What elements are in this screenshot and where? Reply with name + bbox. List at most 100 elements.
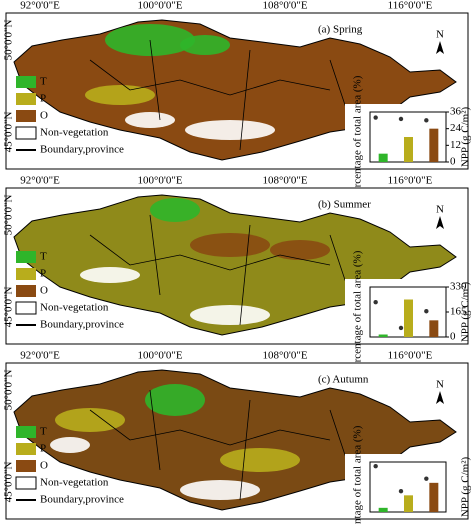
npp-dot xyxy=(424,309,429,314)
legend-label: Boundary,province xyxy=(40,144,124,156)
panel: 92°0'0"E 100°0'0"E 108°0'0"E 116°0'0"E 50°0'… xyxy=(3,0,472,198)
inset-y2-tick-label: 0 xyxy=(450,331,456,343)
area-bar xyxy=(378,334,388,337)
north-arrow xyxy=(436,391,444,404)
inset-y2-tick-label: 12 xyxy=(450,139,461,151)
inset-y2label: NPP (g C/m²) xyxy=(460,281,472,342)
longitude-label: 92°0'0"E xyxy=(20,350,60,362)
legend-swatch xyxy=(16,426,36,438)
area-bar xyxy=(404,495,413,512)
longitude-label: 116°0'0"E xyxy=(388,175,433,187)
north-label: N xyxy=(436,29,444,41)
panel: 92°0'0"E 100°0'0"E 108°0'0"E 116°0'0"E 50°0'… xyxy=(3,350,472,529)
map-blob xyxy=(185,120,275,140)
panel-label: (a) Spring xyxy=(318,24,363,36)
panel-label: (c) Autumn xyxy=(318,374,369,386)
longitude-label: 92°0'0"E xyxy=(20,0,60,12)
map-blob xyxy=(145,384,205,416)
inset-y2-tick-label: 165 xyxy=(450,306,467,318)
legend-swatch xyxy=(16,285,36,297)
legend-swatch xyxy=(16,268,36,280)
map-blob xyxy=(150,198,200,222)
map-blob xyxy=(85,85,155,105)
npp-dot xyxy=(398,488,404,494)
north-label: N xyxy=(436,204,444,216)
longitude-label: 100°0'0"E xyxy=(137,350,182,362)
npp-dot xyxy=(398,116,404,122)
inset-y2-tick-label: 0 xyxy=(450,156,456,168)
legend-label: O xyxy=(40,285,48,297)
north-label: N xyxy=(436,379,444,391)
map-blob xyxy=(180,480,260,500)
panel-label: (b) Summer xyxy=(318,199,371,211)
npp-dot xyxy=(373,463,378,469)
legend-label: Boundary,province xyxy=(40,319,124,331)
legend-label: P xyxy=(40,443,46,455)
npp-dot xyxy=(373,299,378,305)
north-arrow xyxy=(436,41,444,54)
inset-y2-tick-label: 330 xyxy=(450,281,467,293)
province-boundary xyxy=(89,214,351,326)
longitude-label: 108°0'0"E xyxy=(262,0,307,12)
legend-swatch xyxy=(16,110,36,122)
npp-dot xyxy=(424,476,429,481)
legend-label: O xyxy=(40,110,48,122)
legend-label: T xyxy=(40,251,47,263)
legend-swatch xyxy=(16,460,36,472)
inset-y2-tick-label: 24 xyxy=(450,122,462,134)
legend-swatch xyxy=(15,126,37,140)
longitude-label: 92°0'0"E xyxy=(20,175,60,187)
legend-label: O xyxy=(40,460,48,472)
npp-dot xyxy=(398,325,404,331)
npp-dot xyxy=(424,118,429,123)
inset-ylabel: Percentage of total area (%) xyxy=(352,75,364,198)
inset-y2-tick-label: 36 xyxy=(450,106,462,118)
map-blob xyxy=(55,408,125,432)
longitude-label: 100°0'0"E xyxy=(137,0,182,12)
inset-y2label: NPP (g C/m²) xyxy=(460,456,472,517)
area-bar xyxy=(429,482,439,512)
legend-swatch xyxy=(15,301,37,315)
npp-dot xyxy=(373,115,378,120)
north-arrow xyxy=(436,216,444,229)
latitude-label: 50°0'0"N xyxy=(3,20,15,61)
province-boundary xyxy=(89,389,351,501)
legend-label: Boundary,province xyxy=(40,494,124,506)
map-blob xyxy=(180,35,230,55)
map-blob xyxy=(125,112,175,128)
legend-swatch xyxy=(16,76,36,88)
map-blob xyxy=(220,448,300,472)
inset-ylabel: Percentage of total area (%) xyxy=(352,250,364,373)
legend-swatch xyxy=(16,251,36,263)
legend-swatch xyxy=(16,93,36,105)
latitude-label: 50°0'0"N xyxy=(3,195,15,236)
map-blob xyxy=(190,233,270,257)
latitude-label: 45°0'0"N xyxy=(3,462,15,503)
legend-label: Non-vegetation xyxy=(40,302,109,314)
latitude-label: 45°0'0"N xyxy=(3,287,15,328)
area-bar xyxy=(429,320,439,337)
inset-ylabel: Percentage of total area (%) xyxy=(352,425,364,524)
longitude-label: 116°0'0"E xyxy=(388,350,433,362)
legend-label: Non-vegetation xyxy=(40,477,109,489)
area-bar xyxy=(378,507,388,512)
latitude-label: 50°0'0"N xyxy=(3,370,15,411)
legend-label: Non-vegetation xyxy=(40,127,109,139)
area-bar xyxy=(378,153,388,162)
legend-swatch xyxy=(15,476,37,490)
map-blob xyxy=(270,240,330,260)
inset-y2label: NPP (g C/m²) xyxy=(460,106,472,167)
latitude-label: 45°0'0"N xyxy=(3,112,15,153)
map-blob xyxy=(80,267,140,283)
longitude-label: 108°0'0"E xyxy=(262,175,307,187)
longitude-label: 116°0'0"E xyxy=(388,0,433,12)
province-boundary xyxy=(89,39,351,151)
legend-swatch xyxy=(16,443,36,455)
legend-label: P xyxy=(40,268,46,280)
legend-label: T xyxy=(40,76,47,88)
map-blob xyxy=(190,305,270,325)
longitude-label: 108°0'0"E xyxy=(262,350,307,362)
map-blob xyxy=(50,437,90,453)
